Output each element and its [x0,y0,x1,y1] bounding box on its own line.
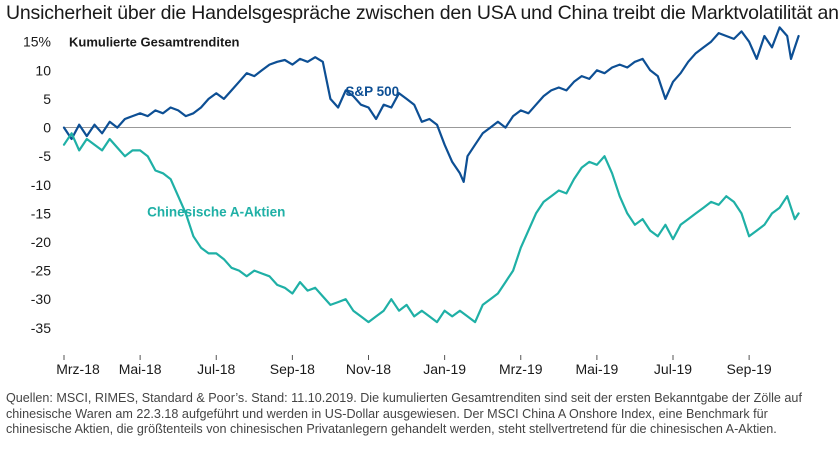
x-tick-label: Mai-19 [575,361,618,377]
y-tick-label: -15 [31,205,51,221]
y-tick-label: 0 [43,120,51,136]
x-tick-label: Jul-18 [197,361,235,377]
x-tick-label: Mrz-19 [499,361,543,377]
x-tick-label: Jan-19 [423,361,466,377]
y-tick-label: -30 [31,291,51,307]
y-tick-label: 15% [23,34,51,50]
x-tick-label: Nov-18 [346,361,391,377]
y-tick-label: -5 [39,148,52,164]
y-axis-label: Kumulierte Gesamtrenditen [69,35,240,50]
chart-title: Unsicherheit über die Handelsgespräche z… [6,2,839,24]
x-tick-label: Mai-18 [119,361,162,377]
line-chart: 15% 10 5 0 -5 -10 -15 -20 -25 -30 -35 Mrz-18 Mai-18… [23,26,800,377]
y-tick-label: 10 [35,62,51,78]
y-tick-label: -35 [31,320,51,336]
sp500-series-line [62,26,800,183]
y-tick-label: -25 [31,263,51,279]
series-layer: S&P 500 Chinesische A-Aktien [62,26,800,324]
x-tick-label: Jul-19 [654,361,692,377]
y-axis: 15% 10 5 0 -5 -10 -15 -20 -25 -30 -35 [23,34,51,336]
x-tick-label: Mrz-18 [56,361,100,377]
y-tick-label: -20 [31,234,51,250]
x-tick-label: Sep-18 [270,361,315,377]
x-tick-label: Sep-19 [727,361,772,377]
china-a-series-label: Chinesische A-Aktien [147,204,285,219]
y-tick-label: -10 [31,177,51,193]
y-tick-label: 5 [43,91,51,107]
china-a-series-line [62,132,800,324]
x-axis: Mrz-18 Mai-18 Jul-18 Sep-18 Nov-18 Jan-19 Mrz-… [56,355,772,377]
source-footnote: Quellen: MSCI, RIMES, Standard & Poor’s.… [6,391,802,436]
sp500-series-label: S&P 500 [345,84,399,99]
